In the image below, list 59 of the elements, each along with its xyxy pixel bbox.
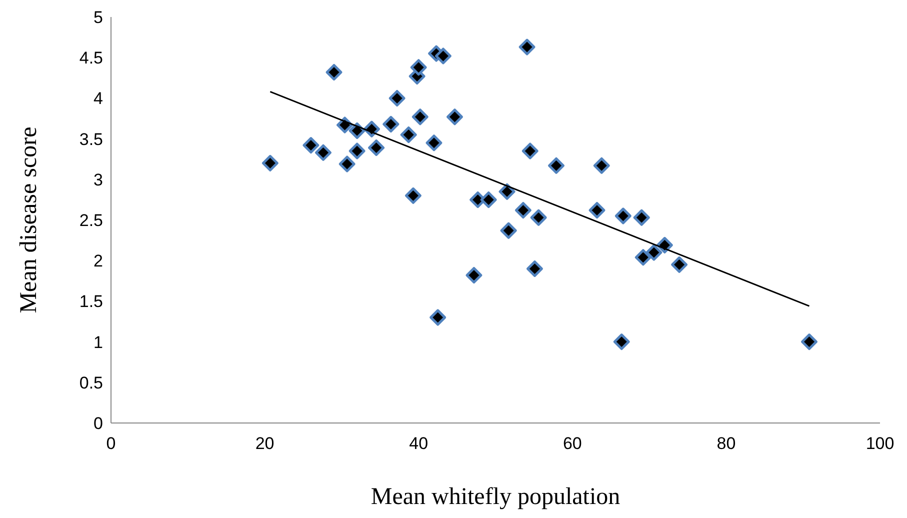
point bbox=[338, 156, 356, 172]
y-tick-label: 4 bbox=[94, 89, 103, 108]
point bbox=[430, 309, 446, 326]
point bbox=[348, 122, 366, 139]
point bbox=[466, 266, 482, 284]
point bbox=[548, 157, 564, 174]
point bbox=[446, 108, 463, 126]
point bbox=[514, 202, 532, 219]
point bbox=[426, 134, 442, 152]
point bbox=[326, 64, 342, 80]
point bbox=[634, 249, 652, 266]
y-tick-label: 1 bbox=[94, 332, 103, 352]
point bbox=[410, 59, 427, 76]
point bbox=[412, 108, 428, 126]
point bbox=[518, 38, 536, 56]
point bbox=[400, 126, 417, 143]
point bbox=[404, 187, 422, 204]
y-tick-label: 0 bbox=[94, 414, 103, 433]
point bbox=[588, 202, 606, 219]
point bbox=[480, 191, 497, 208]
x-axis-title: Mean whitefly population bbox=[370, 484, 620, 510]
y-tick-label: 5 bbox=[94, 8, 103, 27]
point bbox=[363, 120, 380, 138]
x-tick-label: 0 bbox=[106, 434, 116, 453]
point bbox=[336, 116, 354, 134]
point bbox=[656, 236, 673, 254]
point bbox=[382, 116, 400, 132]
y-tick-label: 3 bbox=[94, 170, 103, 190]
x-tick-label: 80 bbox=[716, 434, 736, 453]
x-tick-label: 100 bbox=[866, 434, 894, 453]
x-tick-label: 40 bbox=[409, 434, 428, 453]
point bbox=[530, 209, 547, 226]
point bbox=[801, 334, 818, 350]
y-tick-label: 2.5 bbox=[79, 210, 103, 230]
y-tick-label: 4.5 bbox=[79, 48, 103, 68]
point bbox=[593, 157, 610, 174]
point bbox=[613, 334, 630, 350]
y-tick-label: 2 bbox=[94, 252, 103, 271]
point bbox=[368, 139, 385, 156]
x-tick-label: 20 bbox=[255, 434, 274, 453]
point bbox=[671, 256, 688, 273]
point bbox=[646, 244, 662, 261]
point bbox=[500, 222, 517, 239]
point bbox=[388, 90, 406, 106]
point bbox=[633, 209, 650, 226]
y-tick-label: 3.5 bbox=[79, 130, 103, 149]
point bbox=[348, 142, 366, 160]
point bbox=[302, 137, 320, 154]
point bbox=[314, 144, 332, 161]
y-tick-label: 1.5 bbox=[79, 292, 103, 312]
point bbox=[262, 154, 278, 172]
y-tick-label: 0.5 bbox=[79, 373, 103, 392]
point bbox=[498, 183, 516, 200]
point bbox=[526, 260, 543, 277]
point bbox=[614, 208, 632, 224]
y-axis-title: Mean disease score bbox=[16, 126, 42, 314]
point bbox=[434, 48, 452, 64]
x-tick-label: 60 bbox=[562, 434, 582, 453]
point bbox=[522, 142, 538, 160]
